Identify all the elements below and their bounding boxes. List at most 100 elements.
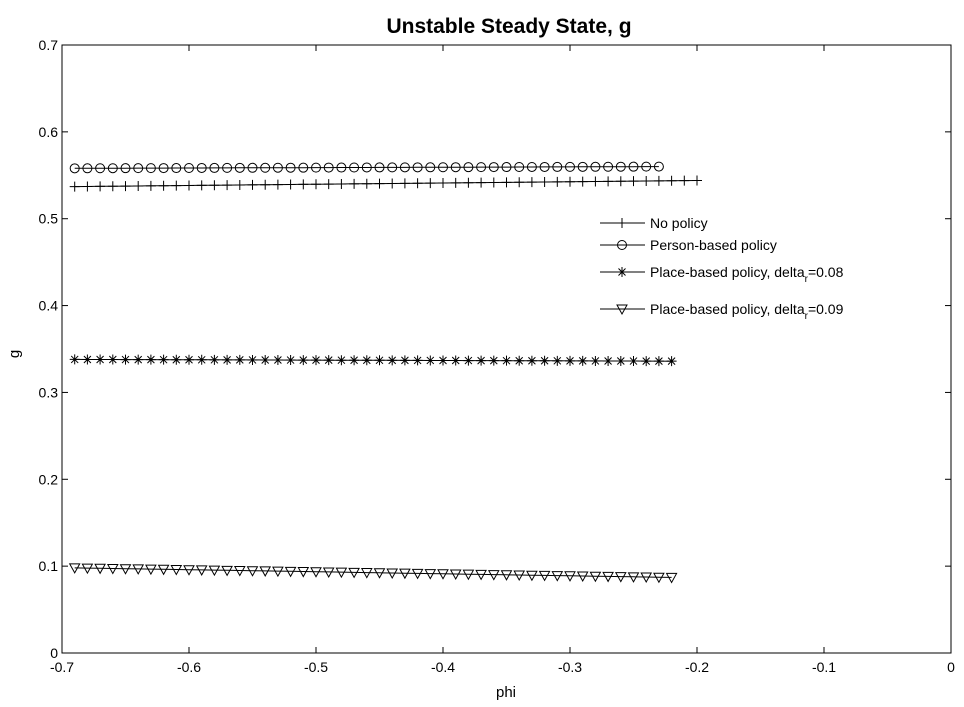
asterisk-marker <box>234 354 245 365</box>
chart-title: Unstable Steady State, g <box>386 15 631 38</box>
triangle-marker <box>81 563 94 575</box>
circle-marker <box>463 162 474 173</box>
plus-marker <box>514 177 525 188</box>
circle-marker <box>615 161 626 172</box>
plus-marker <box>552 176 563 187</box>
triangle-marker <box>183 565 195 576</box>
triangle-marker <box>208 565 221 577</box>
plus-marker <box>617 218 627 228</box>
x-tick-label: -0.2 <box>685 659 709 675</box>
plus-marker <box>412 178 423 189</box>
triangle-marker <box>487 570 500 581</box>
plus-marker <box>692 175 702 186</box>
series-2 <box>69 161 664 174</box>
plus-marker <box>361 178 372 189</box>
asterisk-marker <box>158 354 169 365</box>
asterisk-marker <box>298 355 309 366</box>
asterisk-marker <box>260 354 271 365</box>
triangle-marker <box>221 565 233 577</box>
circle-marker <box>336 162 347 173</box>
circle-marker <box>526 161 537 172</box>
circle-marker <box>260 162 271 173</box>
plus-marker <box>298 179 309 190</box>
x-tick-label: 0 <box>947 659 955 675</box>
x-tick-label: -0.6 <box>177 659 201 675</box>
triangle-marker <box>616 304 628 316</box>
triangle-marker <box>424 569 437 580</box>
triangle-marker <box>386 568 399 579</box>
circle-marker <box>617 240 627 250</box>
triangle-marker <box>538 570 551 582</box>
plus-marker <box>603 176 614 187</box>
circle-marker <box>565 161 575 172</box>
asterisk-marker <box>666 356 677 367</box>
circle-marker <box>387 162 398 173</box>
triangle-marker <box>132 564 145 575</box>
circle-marker <box>158 163 169 174</box>
plus-marker <box>679 175 690 186</box>
asterisk-marker <box>565 355 575 366</box>
plus-marker <box>565 176 575 187</box>
circle-marker <box>412 162 423 173</box>
plus-marker <box>247 179 258 190</box>
triangle-marker <box>246 566 259 577</box>
asterisk-marker <box>526 355 537 366</box>
triangle-marker <box>500 570 513 581</box>
triangle-marker <box>170 565 183 576</box>
triangle-marker <box>373 568 386 579</box>
series-4 <box>68 563 678 584</box>
triangle-marker <box>94 563 106 575</box>
data-series <box>68 161 702 584</box>
asterisk-marker <box>82 354 93 365</box>
y-tick-label: 0.5 <box>39 211 59 227</box>
plus-marker <box>133 180 144 191</box>
plus-marker <box>234 179 245 190</box>
circle-marker <box>361 162 372 173</box>
asterisk-marker <box>311 355 321 366</box>
circle-marker <box>628 161 639 172</box>
triangle-marker <box>640 572 653 584</box>
y-tick-label: 0 <box>50 645 58 661</box>
triangle-marker <box>233 566 246 577</box>
circle-marker <box>603 161 614 172</box>
circle-marker <box>272 162 283 173</box>
plus-marker <box>145 180 156 191</box>
axis-ticks: -0.7 -0.6 -0.5 -0.4 -0.3 -0.2 -0.1 0 0 0.1 0.2 0.3 0… <box>39 37 956 675</box>
plus-marker <box>323 179 334 190</box>
asterisk-marker <box>617 267 627 277</box>
asterisk-marker <box>349 355 360 366</box>
triangle-marker <box>348 567 360 579</box>
circle-marker <box>209 162 220 173</box>
plot-area <box>61 44 952 654</box>
triangle-marker <box>360 568 373 579</box>
legend-item: No policy <box>600 215 708 231</box>
asterisk-marker <box>374 355 385 366</box>
asterisk-marker <box>476 355 487 366</box>
asterisk-marker <box>285 355 296 366</box>
plus-marker <box>311 179 321 190</box>
plus-marker <box>260 179 271 190</box>
circle-marker <box>399 162 410 173</box>
triangle-marker <box>627 572 640 583</box>
plus-marker <box>336 178 347 189</box>
circle-marker <box>476 162 487 173</box>
asterisk-marker <box>438 355 448 366</box>
plus-marker <box>653 175 664 186</box>
triangle-marker <box>68 563 81 574</box>
asterisk-marker <box>552 355 563 366</box>
plus-marker <box>387 178 398 189</box>
asterisk-marker <box>184 354 194 365</box>
asterisk-marker <box>641 356 652 367</box>
asterisk-marker <box>653 356 664 367</box>
x-tick-label: -0.1 <box>812 659 836 675</box>
asterisk-marker <box>361 355 372 366</box>
circle-marker <box>539 161 550 172</box>
asterisk-marker <box>133 354 144 365</box>
triangle-marker <box>284 566 297 578</box>
asterisk-marker <box>488 355 499 366</box>
plus-marker <box>450 177 461 188</box>
legend-label: No policy <box>650 215 708 231</box>
asterisk-marker <box>69 354 80 365</box>
plus-marker <box>95 181 106 192</box>
